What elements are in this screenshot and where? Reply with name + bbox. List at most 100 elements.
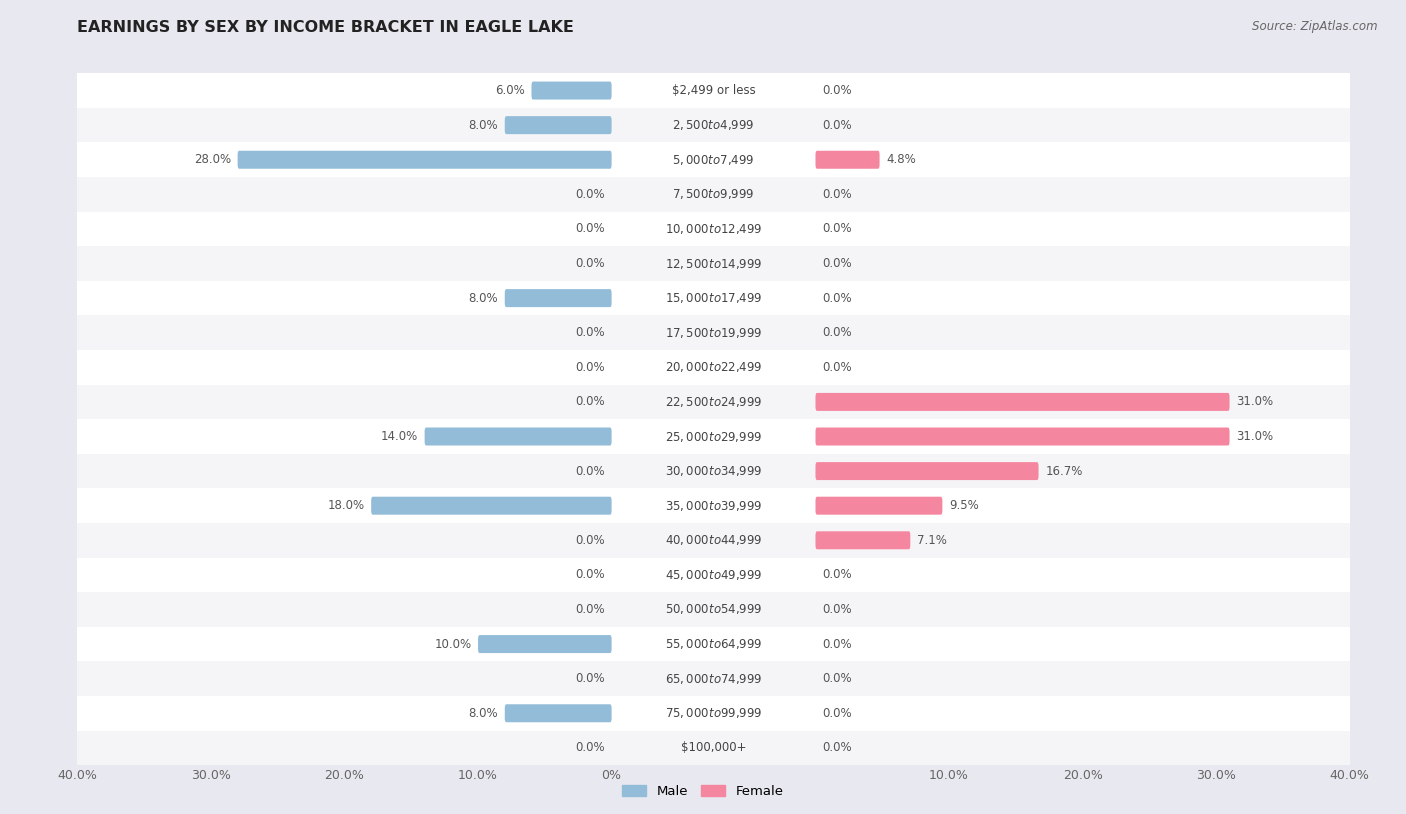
Legend: Male, Female: Male, Female [617, 780, 789, 803]
Text: 8.0%: 8.0% [468, 707, 498, 720]
Bar [815, 661, 1350, 696]
Bar [612, 696, 815, 731]
Bar [612, 593, 815, 627]
FancyBboxPatch shape [531, 81, 612, 99]
Bar [77, 696, 612, 731]
Text: 0.0%: 0.0% [823, 742, 852, 755]
Bar [77, 316, 612, 350]
Bar [77, 488, 612, 523]
Bar [815, 731, 1350, 765]
Bar [815, 419, 1350, 454]
Text: 0.0%: 0.0% [823, 568, 852, 581]
FancyBboxPatch shape [815, 427, 1229, 445]
Bar [77, 177, 612, 212]
Bar [612, 558, 815, 593]
Bar [77, 385, 612, 419]
Text: 0.0%: 0.0% [575, 465, 605, 478]
Text: $20,000 to $22,499: $20,000 to $22,499 [665, 361, 762, 374]
Text: EARNINGS BY SEX BY INCOME BRACKET IN EAGLE LAKE: EARNINGS BY SEX BY INCOME BRACKET IN EAG… [77, 20, 574, 35]
Text: $100,000+: $100,000+ [681, 742, 747, 755]
Bar [612, 108, 815, 142]
Text: 0.0%: 0.0% [575, 326, 605, 339]
Bar [612, 281, 815, 316]
Text: $75,000 to $99,999: $75,000 to $99,999 [665, 707, 762, 720]
Text: $12,500 to $14,999: $12,500 to $14,999 [665, 256, 762, 270]
Bar [612, 454, 815, 488]
Text: 0.0%: 0.0% [823, 672, 852, 685]
Text: $35,000 to $39,999: $35,000 to $39,999 [665, 499, 762, 513]
FancyBboxPatch shape [505, 116, 612, 134]
Text: 0.0%: 0.0% [823, 361, 852, 374]
Text: $10,000 to $12,499: $10,000 to $12,499 [665, 222, 762, 236]
Bar [612, 177, 815, 212]
Text: 9.5%: 9.5% [949, 499, 979, 512]
Bar [612, 316, 815, 350]
Text: 4.8%: 4.8% [886, 153, 917, 166]
Text: 8.0%: 8.0% [468, 291, 498, 304]
FancyBboxPatch shape [425, 427, 612, 445]
Text: $2,499 or less: $2,499 or less [672, 84, 755, 97]
Bar [77, 281, 612, 316]
Bar [77, 142, 612, 177]
Bar [815, 350, 1350, 385]
Text: 0.0%: 0.0% [575, 672, 605, 685]
Bar [77, 73, 612, 108]
Bar [815, 488, 1350, 523]
Bar [815, 385, 1350, 419]
FancyBboxPatch shape [238, 151, 612, 168]
Text: $25,000 to $29,999: $25,000 to $29,999 [665, 430, 762, 444]
Bar [77, 661, 612, 696]
Bar [77, 731, 612, 765]
Bar [612, 212, 815, 247]
Bar [77, 212, 612, 247]
Text: $45,000 to $49,999: $45,000 to $49,999 [665, 568, 762, 582]
Text: $5,000 to $7,499: $5,000 to $7,499 [672, 153, 755, 167]
Bar [815, 73, 1350, 108]
Bar [77, 350, 612, 385]
Text: 0.0%: 0.0% [823, 603, 852, 616]
Text: 0.0%: 0.0% [823, 84, 852, 97]
Bar [612, 385, 815, 419]
Text: $22,500 to $24,999: $22,500 to $24,999 [665, 395, 762, 409]
Text: $40,000 to $44,999: $40,000 to $44,999 [665, 533, 762, 547]
Text: $15,000 to $17,499: $15,000 to $17,499 [665, 291, 762, 305]
Text: 0.0%: 0.0% [575, 188, 605, 201]
Bar [77, 523, 612, 558]
Bar [77, 108, 612, 142]
Text: 0.0%: 0.0% [823, 637, 852, 650]
Bar [815, 142, 1350, 177]
Text: 0.0%: 0.0% [575, 534, 605, 547]
Bar [77, 454, 612, 488]
Text: 7.1%: 7.1% [917, 534, 946, 547]
Bar [815, 212, 1350, 247]
Bar [77, 558, 612, 593]
Bar [815, 281, 1350, 316]
FancyBboxPatch shape [505, 704, 612, 722]
Text: $17,500 to $19,999: $17,500 to $19,999 [665, 326, 762, 339]
FancyBboxPatch shape [815, 393, 1229, 411]
Bar [612, 247, 815, 281]
Text: 0.0%: 0.0% [575, 222, 605, 235]
Bar [815, 108, 1350, 142]
Bar [612, 523, 815, 558]
Bar [815, 558, 1350, 593]
Text: 0.0%: 0.0% [823, 257, 852, 270]
Text: $2,500 to $4,999: $2,500 to $4,999 [672, 118, 755, 132]
Text: 0.0%: 0.0% [575, 603, 605, 616]
Text: 0.0%: 0.0% [575, 361, 605, 374]
Bar [612, 419, 815, 454]
Bar [612, 488, 815, 523]
Bar [612, 731, 815, 765]
Text: 0.0%: 0.0% [823, 188, 852, 201]
Bar [77, 627, 612, 661]
Bar [77, 593, 612, 627]
Bar [815, 523, 1350, 558]
Text: 0.0%: 0.0% [823, 707, 852, 720]
Text: 0.0%: 0.0% [823, 119, 852, 132]
Text: 0.0%: 0.0% [823, 291, 852, 304]
Text: $65,000 to $74,999: $65,000 to $74,999 [665, 672, 762, 685]
Text: 31.0%: 31.0% [1236, 430, 1274, 443]
Bar [77, 419, 612, 454]
Text: 0.0%: 0.0% [575, 742, 605, 755]
Bar [612, 627, 815, 661]
